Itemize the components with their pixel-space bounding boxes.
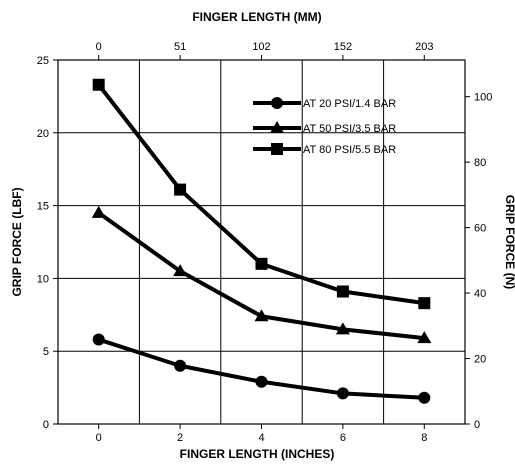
data-point [91, 205, 106, 218]
x-top-axis-title: FINGER LENGTH (MM) [192, 10, 321, 24]
y-left-tick-label: 25 [37, 55, 49, 67]
x-bottom-tick-label: 6 [340, 432, 346, 444]
data-point [336, 387, 349, 400]
x-bottom-tick-label: 8 [421, 432, 427, 444]
legend-label: AT 20 PSI/1.4 BAR [303, 98, 396, 110]
y-right-tick-label: 100 [474, 92, 492, 104]
grid-lines [57, 60, 466, 424]
data-point [255, 257, 268, 270]
data-point [254, 309, 269, 322]
data-point [92, 333, 105, 346]
y-right-axis-title: GRIP FORCE (N) [503, 195, 515, 289]
x-bottom-tick-label: 0 [96, 432, 102, 444]
x-top-tick-label: 0 [96, 41, 102, 53]
y-left-tick-label: 15 [37, 201, 49, 213]
y-left-tick-label: 20 [37, 128, 49, 140]
data-point [255, 375, 268, 388]
legend-label: AT 80 PSI/5.5 BAR [303, 144, 396, 156]
legend-marker [270, 121, 284, 133]
data-point [417, 331, 432, 344]
data-point [418, 297, 431, 310]
x-top-tick-label: 102 [252, 41, 270, 53]
tick-marks [53, 55, 470, 429]
series-triangle [91, 205, 432, 344]
y-left-tick-label: 0 [43, 419, 49, 431]
y-left-tick-label: 10 [37, 273, 49, 285]
data-point [418, 391, 431, 404]
x-top-tick-label: 152 [334, 41, 352, 53]
y-right-tick-label: 40 [474, 288, 486, 300]
legend-item: AT 20 PSI/1.4 BAR [253, 97, 396, 110]
series-line [97, 83, 425, 306]
y-right-tick-label: 80 [474, 157, 486, 169]
legend: AT 20 PSI/1.4 BAR AT 50 PSI/3.5 BAR AT 80 … [253, 97, 396, 156]
legend-item: AT 50 PSI/3.5 BAR [253, 121, 396, 135]
x-top-tick-label: 51 [174, 41, 186, 53]
plot-frame [57, 59, 466, 425]
y-left-axis-title: GRIP FORCE (LBF) [10, 187, 24, 296]
data-point [174, 359, 187, 372]
y-right-tick-label: 60 [474, 223, 486, 235]
y-right-tick-label: 20 [474, 354, 486, 366]
data-point [336, 285, 349, 298]
series-circle [92, 333, 431, 404]
axes [57, 59, 466, 425]
data-point [174, 183, 187, 196]
x-bottom-axis-title: FINGER LENGTH (INCHES) [180, 447, 335, 461]
x-bottom-tick-label: 2 [177, 432, 183, 444]
y-right-tick-label: 0 [474, 419, 480, 431]
data-point [173, 264, 188, 277]
series-square [92, 78, 431, 310]
series-layer [91, 78, 432, 404]
legend-marker [271, 97, 283, 109]
y-left-tick-label: 5 [43, 346, 49, 358]
series-line [98, 337, 425, 400]
data-point [92, 78, 105, 91]
legend-item: AT 80 PSI/5.5 BAR [253, 143, 396, 156]
x-top-tick-label: 203 [415, 41, 433, 53]
x-bottom-tick-label: 4 [258, 432, 264, 444]
data-point [335, 322, 350, 335]
legend-label: AT 50 PSI/3.5 BAR [303, 123, 396, 135]
legend-marker [271, 143, 283, 155]
